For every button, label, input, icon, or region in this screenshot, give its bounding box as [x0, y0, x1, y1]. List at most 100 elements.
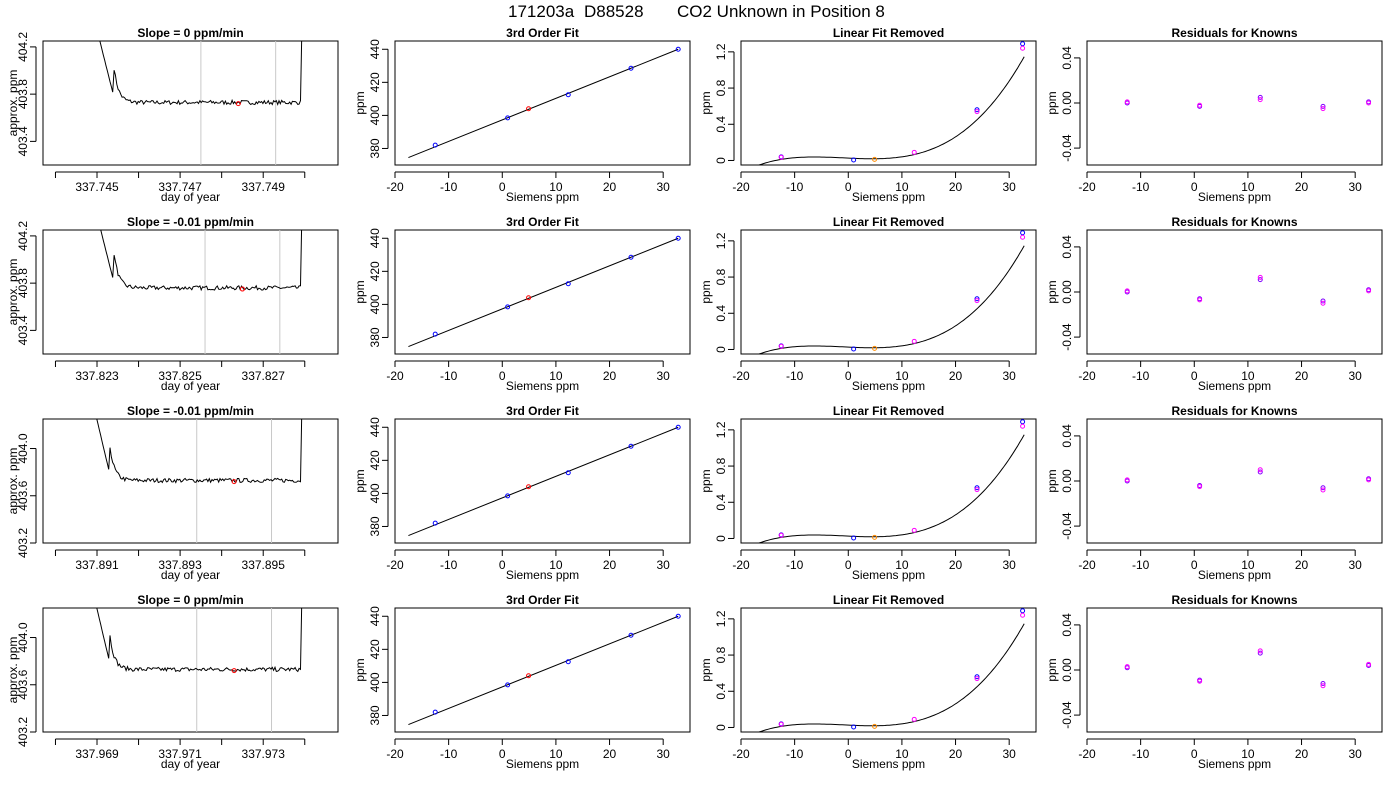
y-tick-label: 400 — [368, 672, 382, 692]
y-tick-label: 0.4 — [714, 683, 728, 700]
known-point — [974, 298, 980, 304]
y-axis-label: ppm — [1045, 658, 1059, 681]
known-point — [1366, 100, 1372, 106]
plot-area — [1124, 648, 1372, 689]
y-tick-label: -0.04 — [1060, 512, 1074, 540]
x-tick-label: -10 — [786, 369, 804, 383]
fit-curve — [757, 56, 1025, 165]
panel-title: Linear Fit Removed — [833, 26, 944, 40]
y-tick-label: 404.0 — [16, 622, 30, 652]
x-tick-label: 337.891 — [75, 558, 119, 572]
x-tick-label: -20 — [386, 369, 404, 383]
x-tick-label: 10 — [549, 558, 563, 572]
x-tick-label: 10 — [1241, 558, 1255, 572]
known-point — [1320, 298, 1326, 304]
plot-area — [408, 424, 681, 537]
y-tick-label: 403.4 — [16, 126, 30, 156]
plot-area — [96, 419, 303, 543]
x-tick-label: 30 — [657, 747, 671, 761]
known-point — [1020, 41, 1026, 47]
unknown-point — [872, 156, 878, 162]
known-point — [505, 115, 511, 121]
y-tick-label: 403.8 — [16, 268, 30, 298]
y-tick-label: 0.4 — [714, 305, 728, 322]
unknown-marker — [235, 101, 241, 107]
x-tick-label: 337.745 — [75, 180, 119, 194]
plot-frame — [740, 418, 1037, 544]
x-tick-label: 30 — [1003, 747, 1017, 761]
panel-title: Residuals for Knowns — [1171, 404, 1297, 418]
known-point — [1257, 277, 1263, 283]
known-point — [778, 532, 784, 538]
plot-frame — [740, 607, 1037, 733]
y-tick-label: 0 — [714, 157, 728, 164]
y-tick-label: 1.2 — [714, 421, 728, 438]
y-axis-label: ppm — [1045, 469, 1059, 492]
known-point — [778, 721, 784, 727]
y-tick-label: 440 — [368, 39, 382, 59]
y-axis-label: ppm — [699, 469, 713, 492]
panel-title: Linear Fit Removed — [833, 215, 944, 229]
y-axis-label: approx. ppm — [6, 259, 20, 326]
x-axis-label: Siemens ppm — [852, 190, 925, 204]
trace-line — [99, 41, 303, 106]
x-tick-label: 0 — [499, 180, 506, 194]
plot-frame — [1086, 418, 1383, 544]
x-axis-label: day of year — [161, 568, 220, 582]
plot-area — [757, 230, 1026, 354]
x-tick-label: 30 — [657, 558, 671, 572]
known-point — [1020, 419, 1026, 425]
y-tick-label: 380 — [368, 516, 382, 536]
x-tick-label: 30 — [1003, 558, 1017, 572]
plot-frame — [42, 607, 339, 733]
x-tick-label: 10 — [549, 369, 563, 383]
y-tick-label: 404.0 — [16, 433, 30, 463]
unknown-point — [872, 345, 878, 351]
known-point — [1257, 274, 1263, 280]
plot-area — [757, 41, 1026, 165]
fit-line — [408, 426, 679, 537]
unknown-marker — [239, 286, 245, 292]
x-tick-label: 0 — [1191, 558, 1198, 572]
x-tick-label: 0 — [1191, 180, 1198, 194]
y-tick-label: 0 — [714, 724, 728, 731]
panel-r3-c3: Linear Fit Removed Siemens ppm ppm -20 -10 0 1… — [699, 404, 1037, 582]
x-tick-label: 20 — [949, 747, 963, 761]
fit-curve — [757, 245, 1025, 354]
known-point — [1124, 477, 1130, 483]
x-tick-label: -20 — [732, 747, 750, 761]
y-tick-label: 0.4 — [714, 116, 728, 133]
x-tick-label: -10 — [786, 180, 804, 194]
unknown-point — [872, 723, 878, 729]
panel-title: 3rd Order Fit — [506, 26, 579, 40]
y-tick-label: 0.8 — [714, 79, 728, 96]
x-tick-label: 0 — [1191, 747, 1198, 761]
y-tick-label: 440 — [368, 417, 382, 437]
y-tick-label: 403.6 — [16, 669, 30, 699]
plot-frame — [42, 418, 339, 544]
known-point — [1257, 97, 1263, 103]
x-tick-label: 0 — [499, 558, 506, 572]
trace-line — [96, 608, 303, 673]
known-point — [1020, 230, 1026, 236]
known-point — [778, 343, 784, 349]
y-tick-label: -0.04 — [1060, 701, 1074, 729]
y-tick-label: -0.04 — [1060, 134, 1074, 162]
known-point — [1366, 477, 1372, 483]
y-tick-label: 0 — [714, 346, 728, 353]
panel-grid: Slope = 0 ppm/min day of year approx. ppm 3… — [6, 26, 1383, 771]
x-tick-label: 20 — [1295, 369, 1309, 383]
panel-title: Residuals for Knowns — [1171, 26, 1297, 40]
x-tick-label: 10 — [1241, 369, 1255, 383]
plot-area — [99, 41, 303, 165]
panel-title: Slope = -0.01 ppm/min — [127, 404, 254, 418]
x-tick-label: 337.827 — [242, 369, 286, 383]
plot-area — [1124, 467, 1372, 493]
plot-frame — [42, 40, 339, 166]
x-tick-label: -10 — [1132, 369, 1150, 383]
known-point — [565, 470, 571, 476]
y-tick-label: 440 — [368, 606, 382, 626]
y-tick-label: 403.6 — [16, 480, 30, 510]
x-tick-label: -20 — [386, 747, 404, 761]
known-point — [1320, 106, 1326, 112]
